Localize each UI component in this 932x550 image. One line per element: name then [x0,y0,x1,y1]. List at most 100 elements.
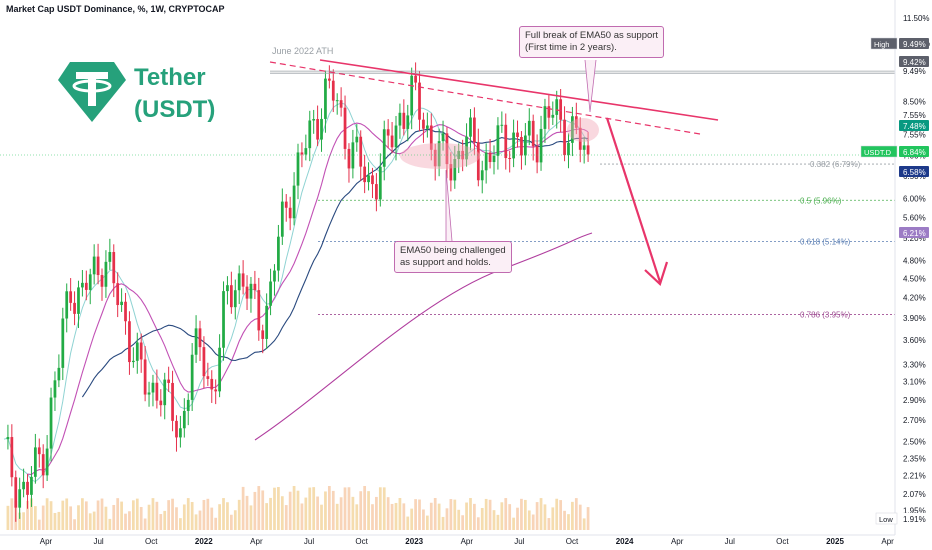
volume-bar [49,501,53,530]
candle-body [33,447,37,477]
candle-body [167,379,171,383]
candle-body [210,378,214,390]
volume-bar [249,505,253,530]
candle-body [171,382,174,421]
resistance-trendline [319,59,719,121]
price-tag-name-box [875,512,898,525]
volume-bar [257,486,261,530]
candle-body [280,201,284,237]
volume-bar [229,514,233,530]
break-note: Full break of EMA50 as support (First ti… [519,26,665,58]
volume-bar [65,498,69,530]
y-tick-label: 4.50% [903,274,926,283]
support-note-pointer [445,169,453,242]
candle-body [45,448,49,476]
candle-body [265,305,269,339]
volume-bar [422,509,425,530]
candle-body [504,124,508,159]
volume-bar [296,490,300,530]
projection-arrow [605,117,662,283]
candle-body [441,133,445,142]
x-tick-label: Oct [145,537,158,546]
volume-bar [461,515,465,530]
volume-bar [555,498,559,530]
candle-body [551,114,555,118]
ema200-line [254,232,593,441]
volume-bar [88,513,92,530]
y-tick-label: 3.60% [903,336,926,345]
candle-body [257,290,261,331]
volume-bar [53,512,57,530]
candle-body [527,120,531,136]
candle-body [355,136,359,143]
candle-body [386,129,390,136]
candle-body [288,207,292,219]
candle-body [559,99,563,120]
price-tag-name: High [874,40,889,49]
volume-bar [386,497,390,530]
volume-bar [410,508,414,530]
x-tick-label: 2022 [195,537,213,546]
candle-body [312,119,316,121]
volume-bar [22,512,25,530]
volume-bar [69,506,73,530]
candle-body [425,125,429,129]
tether-logo-icon [58,62,126,122]
candle-body [512,132,515,159]
candle-body [135,342,139,361]
brand-ticker: (USDT) [134,96,216,123]
volume-bar [304,497,308,530]
y-tick-label: 4.20% [903,293,926,302]
support-note: EMA50 being challenged as support and ho… [394,241,512,273]
price-tag-name: Low [879,515,893,524]
volume-bar [155,501,159,530]
candle-body [143,359,147,395]
candle-body [100,275,104,287]
volume-bar [100,498,104,530]
price-tag-name: USDT.D [864,148,892,157]
y-tick-label: 4.80% [903,256,926,265]
candle-body [582,145,586,150]
volume-bar [571,501,574,530]
candle-body [586,145,590,155]
candle-body [214,389,218,392]
volume-bar [77,505,80,530]
y-tick-label: 1.95% [903,506,926,515]
volume-bar [414,499,417,530]
price-tag-value: 9.42% [903,58,926,67]
candle-body [574,116,578,128]
candle-body [320,118,323,140]
volume-bars [6,486,590,530]
volume-bar [449,499,453,530]
volume-bar [324,491,327,530]
candle-body [222,291,225,348]
candle-body [343,107,347,149]
volume-bar [363,486,367,530]
candle-body [179,428,182,438]
volume-bar [198,510,202,530]
candle-body [61,318,65,368]
volume-bar [418,499,421,530]
y-tick-label: 6.00% [903,194,926,203]
y-tick-label: 2.50% [903,437,926,446]
candle-body [53,380,57,398]
x-tick-label: Apr [881,537,894,546]
price-labels: 9.49%High9.42%7.55%7.48%6.84%USDT.D6.58%… [860,37,929,525]
candle-body [226,285,229,292]
volume-bar [131,500,135,530]
candle-body [120,301,123,306]
break-zone-ellipse [567,118,599,142]
candle-body [543,106,547,129]
volume-bar [167,500,171,530]
volume-bar [508,504,512,530]
candle-body [414,75,417,83]
break-note-pointer [584,59,597,113]
candle-body [241,273,245,287]
candle-body [508,158,512,160]
candle-body [398,112,402,126]
x-tick-label: Jul [514,537,524,546]
moving-averages [3,102,593,483]
volume-bar [120,501,123,530]
candle-body [277,236,280,271]
candle-body [547,106,551,118]
